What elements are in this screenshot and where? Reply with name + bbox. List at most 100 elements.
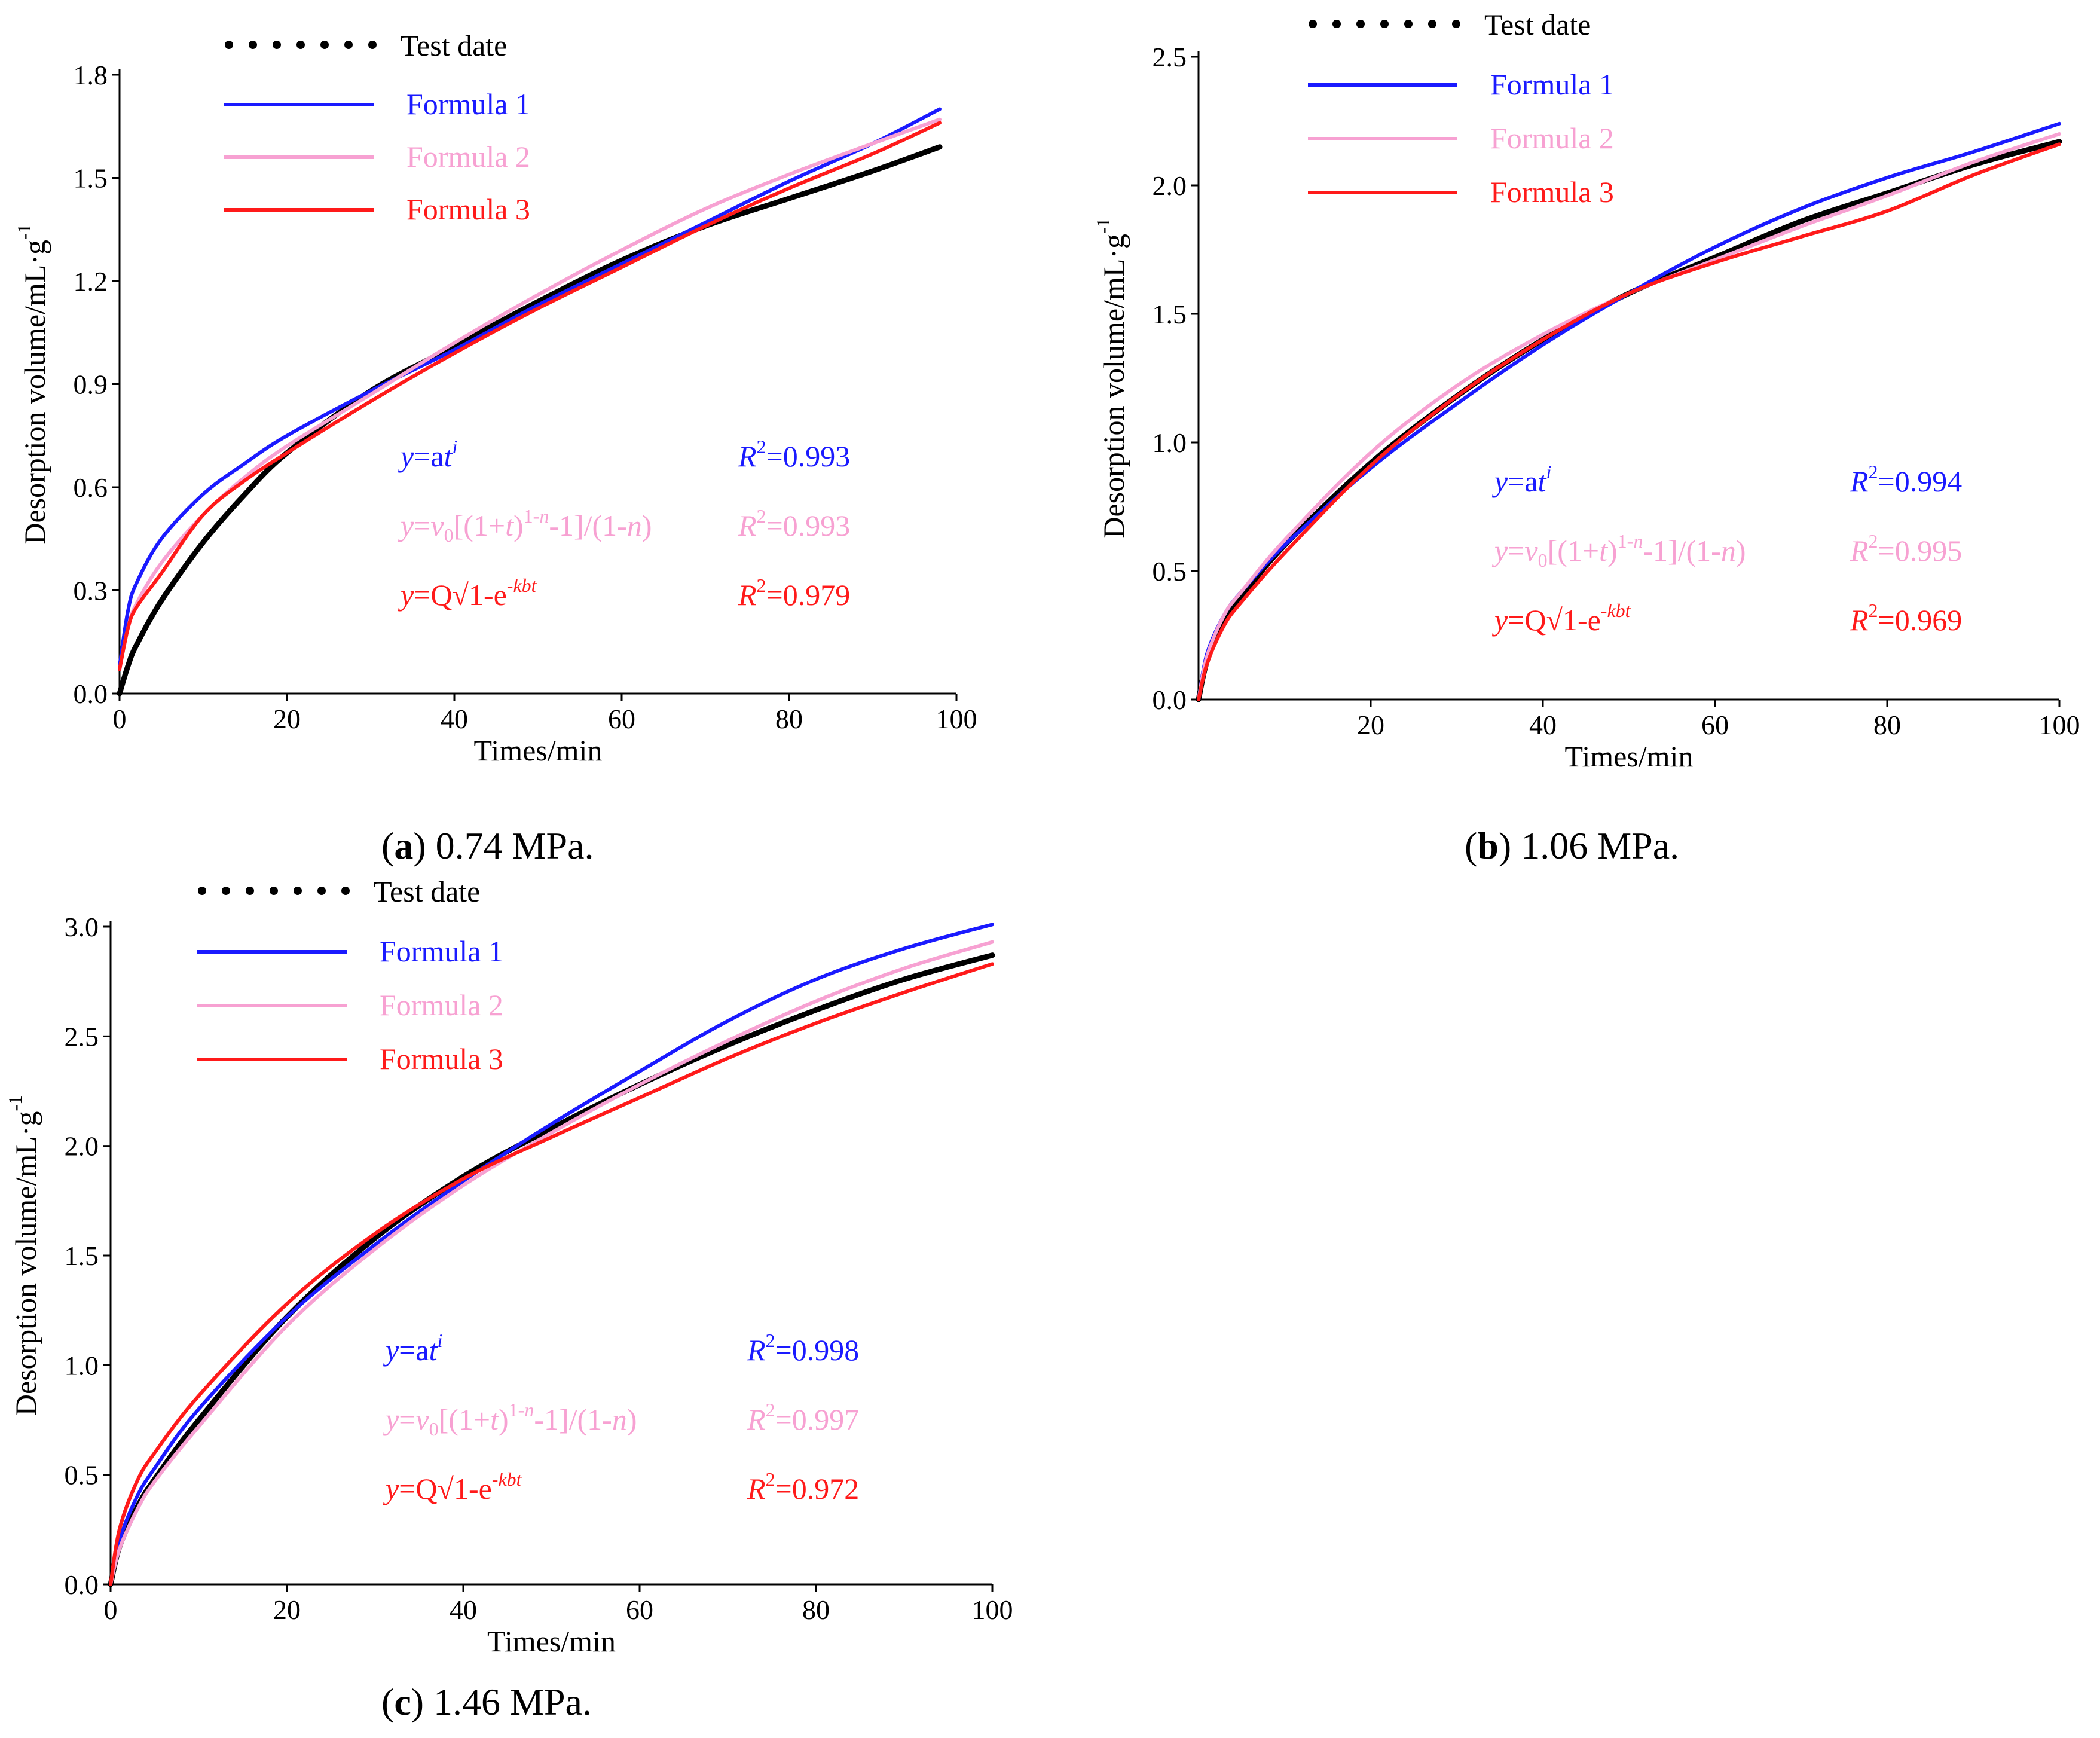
x-tick-label: 60: [1701, 710, 1729, 740]
legend-label-test-date: Test date: [374, 875, 480, 908]
y-tick-label: 1.5: [1153, 299, 1187, 329]
caption-b-text: 1.06 MPa.: [1511, 824, 1680, 867]
x-tick-label: 40: [1529, 710, 1557, 740]
x-axis-label: Times/min: [487, 1624, 616, 1658]
y-axis-label: Desorption volume/mL·g-1: [4, 1095, 42, 1416]
caption-c: (c) 1.46 MPa.: [381, 1681, 592, 1723]
series-formula-3-line: [109, 962, 994, 1586]
legend-dot-marker: [273, 41, 281, 49]
legend-dot-marker: [1309, 20, 1317, 28]
legend-label-formula-1: Formula 1: [1490, 68, 1614, 101]
legend-dot-marker: [317, 887, 326, 895]
legend-dot-marker: [296, 41, 305, 49]
legend-label-test-date: Test date: [1484, 8, 1591, 41]
series-formula-2-line: [109, 940, 994, 1586]
x-tick-label: 40: [441, 704, 468, 734]
y-tick-label: 0.0: [1153, 685, 1187, 715]
equation-formula-3: y=Q√1-e-kbt: [383, 1468, 522, 1505]
legend-dot-marker: [1356, 20, 1365, 28]
equation-formula-2: y=v0[(1+t)1-n-1]/(1-n): [398, 505, 652, 546]
series-formula-1-line: [118, 107, 942, 668]
legend-dot-marker: [225, 41, 233, 49]
legend-dot-marker: [246, 887, 254, 895]
chart-a: 0.0 0.3 0.6 0.9 1.2 1.5 1.8 0 20 40 60 80 100 Times/m…: [13, 29, 977, 767]
y-tick-label: 1.0: [65, 1350, 99, 1380]
equation-r2-3: R2=0.979: [738, 575, 850, 612]
legend-dot-marker: [294, 887, 302, 895]
x-tick-label: 80: [1873, 710, 1901, 740]
caption-a-text: 0.74 MPa.: [426, 824, 594, 867]
y-tick-label: 0.9: [74, 369, 108, 400]
legend-label-formula-2: Formula 2: [380, 988, 503, 1022]
x-tick-label: 20: [273, 1595, 301, 1625]
legend-a: Test date Formula 1 Formula 2 Formula 3: [224, 29, 530, 226]
x-tick-label: 20: [1357, 710, 1384, 740]
series-formula-1-line: [109, 923, 994, 1586]
x-tick-label: 0: [113, 704, 127, 734]
legend-dot-marker: [344, 41, 353, 49]
x-tick-label: 80: [802, 1595, 830, 1625]
y-tick-label: 2.5: [65, 1021, 99, 1052]
y-tick-label: 1.5: [65, 1241, 99, 1271]
legend-dot-marker: [249, 41, 257, 49]
legend-dot-marker: [1452, 20, 1460, 28]
legend-label-test-date: Test date: [401, 29, 507, 62]
equation-formula-1: y=ati: [1491, 461, 1551, 498]
legend-label-formula-1: Formula 1: [380, 934, 503, 968]
y-tick-label: 1.5: [74, 163, 108, 194]
caption-c-letter: c: [394, 1681, 411, 1723]
legend-dot-marker: [198, 887, 206, 895]
plot-c: 0.0 0.5 1.0 1.5 2.0 2.5 3.0 0 20 40 60 80 100 Times/m…: [4, 912, 1013, 1658]
y-tick-label: 1.2: [74, 266, 108, 297]
equation-formula-3: y=Q√1-e-kbt: [398, 575, 537, 612]
legend-dot-marker: [222, 887, 230, 895]
equation-formula-1: y=ati: [383, 1330, 442, 1367]
x-tick-label: 60: [626, 1595, 653, 1625]
equation-r2-3: R2=0.972: [747, 1468, 859, 1505]
legend-label-formula-2: Formula 2: [406, 140, 530, 173]
x-tick-label: 80: [775, 704, 803, 734]
y-tick-label: 0.5: [65, 1460, 99, 1490]
equation-r2-1: R2=0.998: [747, 1330, 859, 1367]
equations-a: y=ati R2=0.993 y=v0[(1+t)1-n-1]/(1-n) R2=0.…: [398, 436, 850, 612]
caption-b-letter: b: [1477, 824, 1499, 867]
legend-dot-marker: [320, 41, 329, 49]
equation-r2-2: R2=0.997: [747, 1399, 859, 1436]
legend-dot-marker: [368, 41, 377, 49]
legend-dot-marker: [1404, 20, 1413, 28]
x-tick-label: 100: [972, 1595, 1013, 1625]
equation-formula-3: y=Q√1-e-kbt: [1491, 600, 1631, 637]
equation-r2-2: R2=0.993: [738, 505, 850, 542]
legend-label-formula-3: Formula 3: [1490, 175, 1614, 209]
plot-a: 0.0 0.3 0.6 0.9 1.2 1.5 1.8 0 20 40 60 80 100 Times/m…: [13, 60, 977, 767]
y-tick-label: 0.6: [74, 472, 108, 503]
y-tick-label: 0.3: [74, 576, 108, 606]
x-tick-label: 60: [608, 704, 635, 734]
y-axis-label: Desorption volume/mL·g-1: [13, 224, 51, 544]
legend-label-formula-3: Formula 3: [380, 1042, 503, 1076]
y-tick-label: 1.0: [1153, 427, 1187, 458]
legend-label-formula-1: Formula 1: [406, 87, 530, 121]
series-formula-2-line: [118, 117, 942, 671]
y-tick-label: 0.0: [74, 679, 108, 709]
equation-formula-2: y=v0[(1+t)1-n-1]/(1-n): [1491, 530, 1746, 571]
x-axis-label: Times/min: [474, 734, 603, 767]
equation-r2-1: R2=0.994: [1850, 461, 1962, 498]
y-tick-label: 2.0: [1153, 170, 1187, 201]
equations-b: y=ati R2=0.994 y=v0[(1+t)1-n-1]/(1-n) R2=0.…: [1491, 461, 1962, 637]
legend-label-formula-2: Formula 2: [1490, 121, 1614, 155]
equation-formula-1: y=ati: [398, 436, 457, 473]
legend-b: Test date Formula 1 Formula 2 Formula 3: [1308, 8, 1614, 209]
legend-dot-marker: [1332, 20, 1341, 28]
x-tick-label: 20: [273, 704, 301, 734]
caption-c-text: 1.46 MPa.: [424, 1681, 592, 1723]
legend-dot-marker: [1428, 20, 1436, 28]
legend-dot-marker: [341, 887, 350, 895]
y-tick-label: 0.5: [1153, 556, 1187, 587]
equation-r2-3: R2=0.969: [1850, 600, 1962, 637]
series-formula-3-line: [118, 121, 942, 671]
legend-label-formula-3: Formula 3: [406, 193, 530, 226]
y-tick-label: 1.8: [74, 60, 108, 90]
legend-c: Test date Formula 1 Formula 2 Formula 3: [197, 875, 503, 1076]
x-tick-label: 0: [104, 1595, 118, 1625]
